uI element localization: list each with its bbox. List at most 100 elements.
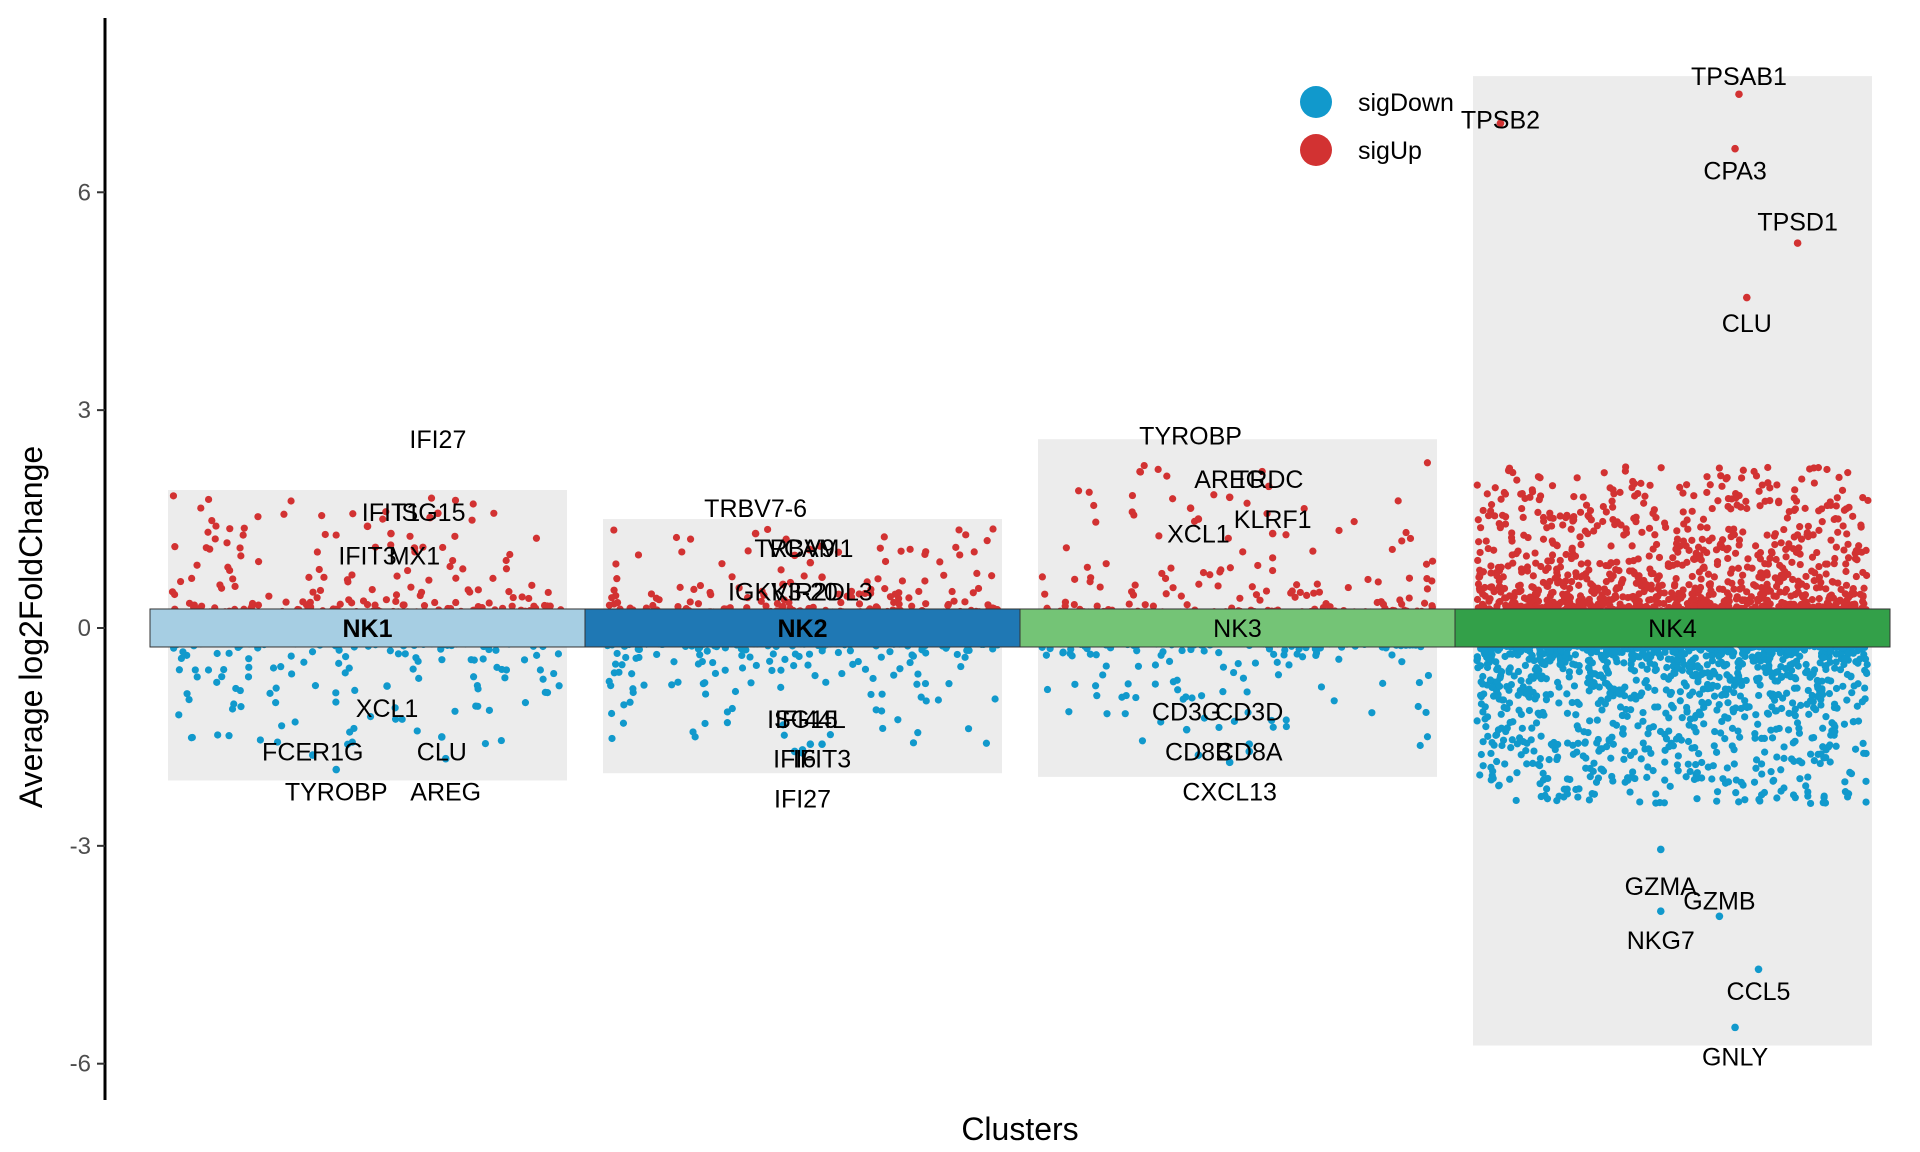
point-sigdown [1728,724,1737,732]
point-sigup [1649,545,1657,553]
gene-point [441,754,450,763]
point-sigup [1822,585,1830,593]
point-sigdown [1215,649,1223,657]
point-sigup [176,577,185,586]
point-sigup [1843,530,1851,538]
point-sigup [984,601,992,609]
point-sigup [1483,490,1491,498]
cluster-bar-nk2 [584,608,1021,648]
point-sigdown [1790,684,1799,692]
point-sigdown [1603,658,1612,667]
point-sigup [1155,532,1163,540]
point-sigup [1622,463,1630,471]
point-sigdown [1810,757,1818,765]
point-sigdown [1709,762,1717,770]
point-sigup [368,585,376,594]
gene-point [308,751,317,759]
point-sigup [1832,502,1840,510]
point-sigup [1688,536,1696,544]
point-sigdown [1601,700,1609,708]
point-sigup [672,533,681,542]
point-sigup [1580,598,1589,606]
point-sigdown [1710,742,1718,750]
point-sigdown [1059,648,1067,656]
point-sigdown [543,689,552,697]
point-sigup [880,533,888,541]
point-sigup [1771,540,1779,549]
point-sigdown [1165,657,1174,665]
point-sigdown [1810,733,1818,742]
point-sigdown [1739,781,1747,789]
point-sigup [1632,518,1640,526]
point-sigup [1570,493,1578,501]
point-sigup [1844,554,1853,562]
point-sigup [1815,562,1823,571]
gene-point [434,509,442,518]
point-sigdown [1536,754,1544,763]
point-sigup [371,543,380,551]
point-sigup [1102,560,1110,568]
point-sigdown [1157,718,1165,726]
point-sigdown [1861,655,1870,663]
point-sigdown [1809,670,1817,678]
point-sigdown [1850,682,1858,690]
point-sigdown [1661,746,1669,754]
point-sigdown [1639,649,1647,657]
point-sigup [694,600,703,608]
point-sigup [1607,542,1615,550]
point-sigdown [342,653,350,661]
point-sigdown [1568,698,1576,707]
point-sigup [1688,507,1696,515]
point-sigdown [1293,650,1301,658]
point-sigdown [1859,739,1867,747]
point-sigdown [204,666,213,674]
point-sigup [1599,502,1607,511]
point-sigdown [1626,788,1634,796]
point-sigdown [1483,713,1492,721]
point-sigup [1728,579,1736,587]
point-sigdown [795,652,803,661]
point-sigup [1577,540,1585,549]
point-sigup [1763,531,1771,539]
point-sigdown [1497,724,1506,732]
point-sigdown [1690,775,1699,784]
point-sigup [1140,461,1148,470]
point-sigup [1398,537,1406,545]
point-sigdown [1826,758,1834,766]
point-sigup [1839,522,1847,530]
point-sigup [1125,600,1133,608]
point-sigdown [1118,693,1126,701]
point-sigdown [409,665,417,673]
point-sigdown [670,658,678,666]
point-sigdown [1525,693,1533,701]
point-sigup [1688,572,1696,581]
point-sigup [1296,588,1304,597]
point-sigdown [272,684,280,692]
point-sigdown [849,660,857,668]
point-sigup [1679,508,1687,516]
y-axis: -6 -3 0 3 6 [70,18,107,1100]
point-sigdown [701,719,709,728]
point-sigdown [1806,799,1815,808]
point-sigdown [1479,680,1487,688]
point-sigup [265,592,273,600]
point-sigdown [1594,735,1602,744]
point-sigup [1567,525,1575,533]
point-sigup [229,575,237,583]
point-sigup [1739,571,1747,579]
point-sigdown [1379,679,1387,687]
point-sigdown [1816,687,1824,696]
point-sigup [1634,489,1642,498]
point-sigdown [1767,669,1776,677]
point-sigup [1518,504,1526,513]
point-sigdown [1741,713,1749,721]
point-sigup [1598,591,1606,599]
point-sigdown [1234,660,1242,668]
point-sigup [1210,491,1218,499]
point-sigup [345,596,353,604]
point-sigdown [1721,735,1729,743]
point-sigdown [1487,749,1495,758]
gene-point [1735,90,1743,99]
point-sigup [1598,597,1606,605]
point-sigdown [1770,776,1778,784]
